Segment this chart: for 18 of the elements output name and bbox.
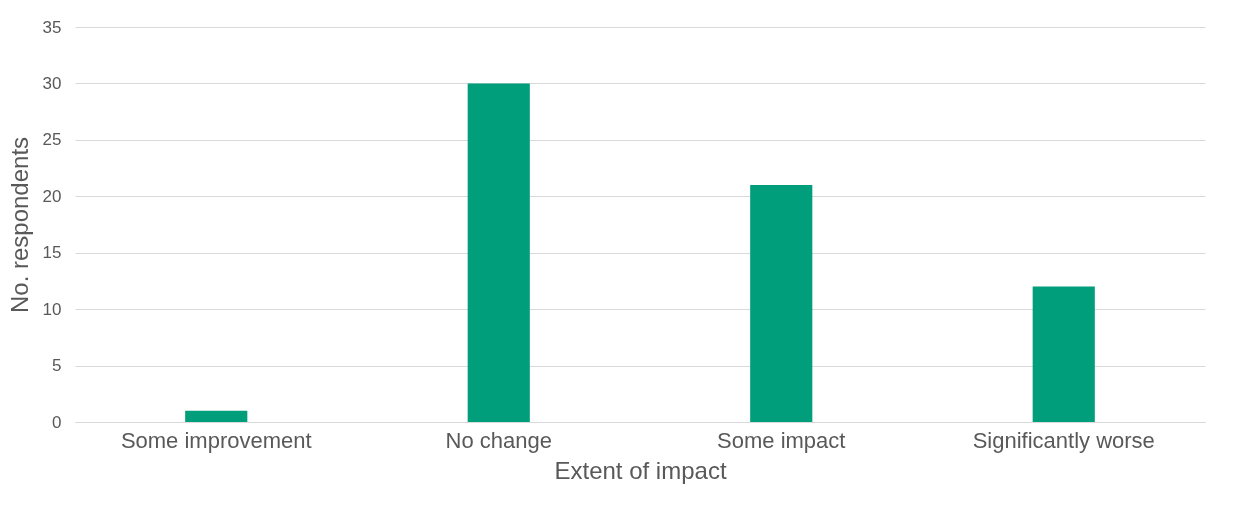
x-tick-label: No change: [445, 427, 552, 453]
y-tick-label: 30: [42, 73, 62, 93]
x-tick-label: Some impact: [717, 427, 846, 453]
y-tick-label: 10: [42, 299, 62, 319]
x-tick-label: Some improvement: [120, 427, 312, 453]
y-axis-title: No. respondents: [5, 136, 33, 314]
y-tick-label: 15: [42, 243, 62, 263]
y-tick-label: 25: [42, 130, 62, 150]
y-tick-label: 5: [52, 356, 62, 376]
y-tick-label: 35: [42, 17, 62, 37]
bar: [185, 410, 248, 422]
x-axis-title: Extent of impact: [554, 456, 727, 484]
bar: [467, 83, 530, 422]
bar: [1032, 286, 1095, 422]
y-tick-label: 20: [42, 186, 62, 206]
y-tick-label: 0: [52, 412, 62, 432]
bar: [750, 185, 813, 422]
x-tick-label: Significantly worse: [972, 427, 1155, 453]
